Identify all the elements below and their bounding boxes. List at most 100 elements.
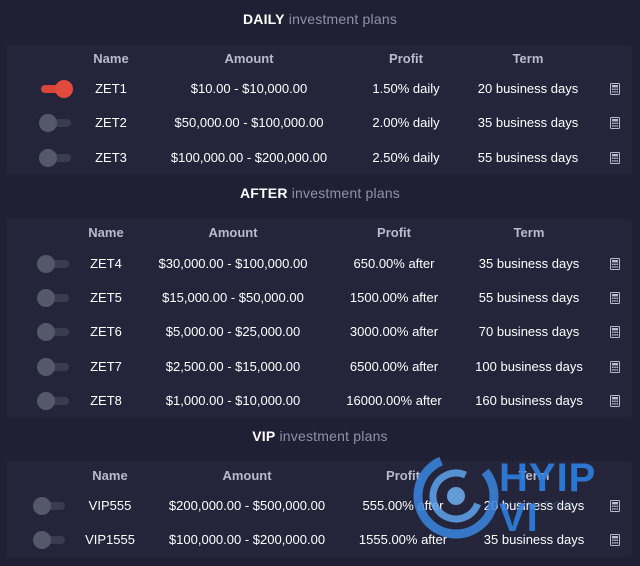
plan-term: 20 business days: [477, 81, 579, 96]
plan-term: 70 business days: [478, 324, 580, 339]
plan-select-toggle[interactable]: [37, 323, 71, 341]
toggle-knob: [37, 323, 55, 341]
column-header-amount: Amount: [208, 225, 258, 240]
plan-row[interactable]: ZET6 $5,000.00 - $25,000.00 3000.00% after…: [6, 315, 632, 349]
plan-row[interactable]: ZET1 $10.00 - $10,000.00 1.50% daily 20 bus…: [6, 72, 632, 106]
plan-profit: 1500.00% after: [349, 290, 439, 305]
table-header: Name Amount Profit Term: [6, 216, 632, 250]
column-header-name: Name: [93, 51, 129, 66]
daily-plans-table: Name Amount Profit Term ZET1 $10.00 - $10,000…: [6, 45, 632, 175]
plan-amount: $50,000.00 - $100,000.00: [174, 115, 324, 130]
toggle-knob: [37, 255, 55, 273]
plan-row[interactable]: ZET5 $15,000.00 - $50,000.00 1500.00% afte…: [6, 281, 632, 315]
plan-amount: $200,000.00 - $500,000.00: [168, 498, 326, 513]
hyipvi-logo-icon: [413, 453, 499, 539]
plan-term: 160 business days: [475, 393, 583, 408]
plan-profit: 16000.00% after: [346, 393, 442, 408]
column-header-name: Name: [92, 468, 128, 483]
calculator-icon[interactable]: [610, 534, 620, 546]
plan-select-toggle[interactable]: [39, 80, 73, 98]
plan-name: VIP555: [88, 498, 132, 513]
watermark-text: HYIP VI: [499, 456, 596, 540]
plan-row[interactable]: VIP1555 $100,000.00 - $200,000.00 1555.00%…: [6, 523, 632, 557]
plan-profit: 6500.00% after: [349, 359, 439, 374]
calculator-icon[interactable]: [610, 292, 620, 304]
plan-select-toggle[interactable]: [33, 497, 67, 515]
toggle-knob: [33, 497, 51, 515]
plan-profit: 3000.00% after: [349, 324, 439, 339]
plan-select-toggle[interactable]: [37, 392, 71, 410]
plan-select-toggle[interactable]: [37, 289, 71, 307]
plan-amount: $100,000.00 - $200,000.00: [170, 150, 328, 165]
section-title-light: investment plans: [288, 11, 398, 27]
toggle-knob: [39, 114, 57, 132]
plan-amount: $5,000.00 - $25,000.00: [165, 324, 301, 339]
column-header-term: Term: [512, 51, 544, 66]
calculator-icon[interactable]: [610, 395, 620, 407]
plan-profit: 650.00% after: [353, 256, 435, 271]
plan-amount: $15,000.00 - $50,000.00: [162, 290, 304, 305]
plan-term: 100 business days: [475, 359, 583, 374]
plan-name: ZET2: [95, 115, 127, 130]
plan-profit: 2.00% daily: [372, 115, 440, 130]
calculator-icon[interactable]: [610, 258, 620, 270]
toggle-knob: [39, 149, 57, 167]
plan-term: 20 business days: [483, 498, 585, 513]
plan-name: ZET8: [90, 393, 122, 408]
column-header-profit: Profit: [377, 225, 411, 240]
section-title-light: investment plans: [291, 185, 401, 201]
plan-select-toggle[interactable]: [37, 358, 71, 376]
section-title-light: investment plans: [279, 428, 388, 444]
calculator-icon[interactable]: [610, 117, 620, 129]
after-section-title: AFTER investment plans: [0, 185, 640, 201]
column-header-name: Name: [88, 225, 124, 240]
plan-row[interactable]: ZET3 $100,000.00 - $200,000.00 2.50% daily…: [6, 141, 632, 175]
plan-row[interactable]: VIP555 $200,000.00 - $500,000.00 555.00% a…: [6, 489, 632, 523]
plan-select-toggle[interactable]: [37, 255, 71, 273]
toggle-knob: [37, 392, 55, 410]
plan-name: VIP1555: [85, 532, 135, 547]
plan-row[interactable]: ZET2 $50,000.00 - $100,000.00 2.00% daily 3…: [6, 106, 632, 140]
calculator-icon[interactable]: [610, 83, 620, 95]
plan-term: 35 business days: [478, 256, 580, 271]
section-title-strong: VIP: [252, 428, 276, 444]
plan-name: ZET4: [90, 256, 122, 271]
daily-section-title: DAILY investment plans: [0, 11, 640, 27]
watermark-subtext: MONITOR: [503, 500, 576, 512]
plan-row[interactable]: ZET4 $30,000.00 - $100,000.00 650.00% afte…: [6, 247, 632, 281]
toggle-knob: [37, 289, 55, 307]
column-header-term: Term: [518, 468, 550, 483]
plan-term: 35 business days: [477, 115, 579, 130]
plan-row[interactable]: ZET7 $2,500.00 - $15,000.00 6500.00% after…: [6, 350, 632, 384]
plan-amount: $100,000.00 - $200,000.00: [168, 532, 326, 547]
plan-select-toggle[interactable]: [39, 149, 73, 167]
plan-name: ZET3: [95, 150, 127, 165]
column-header-profit: Profit: [389, 51, 423, 66]
watermark: HYIP VI MONITOR: [412, 444, 640, 552]
toggle-knob: [55, 80, 73, 98]
toggle-knob: [37, 358, 55, 376]
calculator-icon[interactable]: [610, 500, 620, 512]
plan-name: ZET5: [90, 290, 122, 305]
table-header: Name Amount Profit Term: [6, 459, 632, 493]
column-header-amount: Amount: [222, 468, 272, 483]
vip-section-title: VIP investment plans: [0, 428, 640, 444]
column-header-profit: Profit: [386, 468, 420, 483]
plan-term: 55 business days: [477, 150, 579, 165]
section-title-strong: DAILY: [242, 11, 285, 27]
calculator-icon[interactable]: [610, 326, 620, 338]
table-header: Name Amount Profit Term: [6, 42, 632, 76]
after-plans-table: Name Amount Profit Term ZET4 $30,000.00 - $10…: [6, 219, 632, 417]
plan-select-toggle[interactable]: [33, 531, 67, 549]
plan-term: 35 business days: [483, 532, 585, 547]
plan-profit: 1555.00% after: [358, 532, 448, 547]
plan-select-toggle[interactable]: [39, 114, 73, 132]
plan-amount: $30,000.00 - $100,000.00: [158, 256, 308, 271]
calculator-icon[interactable]: [610, 152, 620, 164]
plan-name: ZET6: [90, 324, 122, 339]
plan-amount: $2,500.00 - $15,000.00: [165, 359, 301, 374]
plan-row[interactable]: ZET8 $1,000.00 - $10,000.00 16000.00% afte…: [6, 384, 632, 418]
vip-plans-table: Name Amount Profit Term VIP555 $200,000.00 - …: [6, 461, 632, 557]
calculator-icon[interactable]: [610, 361, 620, 373]
column-header-amount: Amount: [224, 51, 274, 66]
